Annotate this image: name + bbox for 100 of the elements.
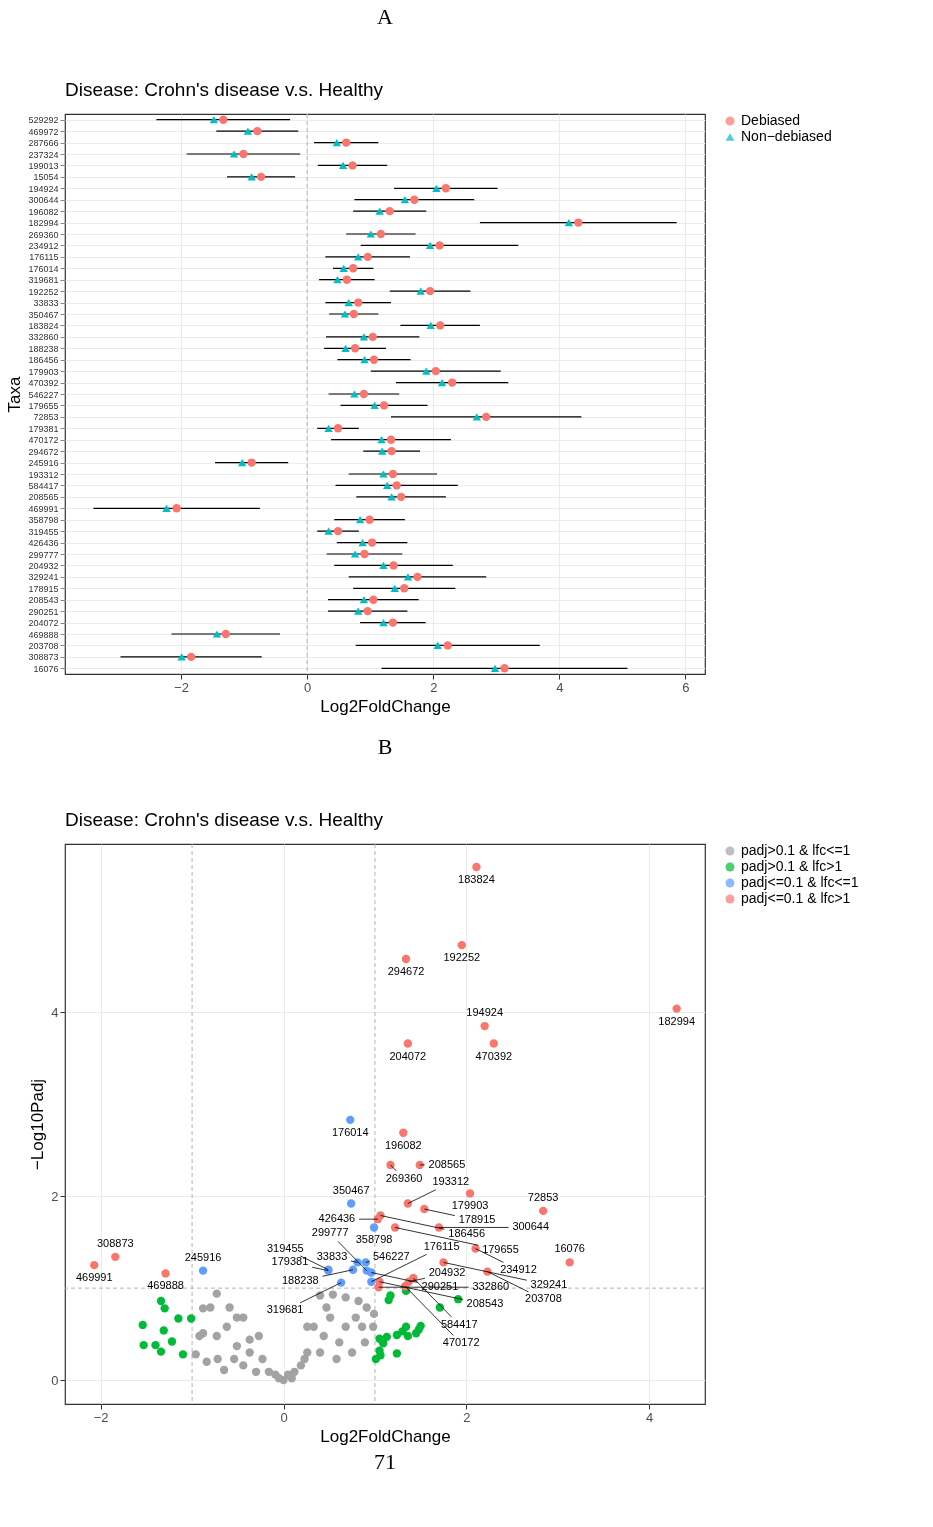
annotation: 188238: [281, 1274, 319, 1287]
point: [247, 458, 256, 467]
annotation: 300644: [512, 1220, 550, 1233]
y-tick-label: 4: [51, 1004, 59, 1020]
point: [349, 309, 358, 319]
point: [341, 344, 350, 352]
y-tick-label: 300644: [28, 195, 59, 206]
x-tick-label: −2: [93, 1409, 109, 1425]
point: [202, 1357, 211, 1366]
point: [379, 618, 388, 627]
point: [425, 286, 435, 296]
y-tick-label: 199013: [28, 160, 59, 171]
point: [403, 1199, 413, 1208]
point: [363, 606, 372, 616]
point: [538, 1206, 548, 1216]
point: [369, 355, 379, 364]
legend-label: padj>0.1 & lfc>1: [741, 858, 843, 874]
point: [392, 1349, 402, 1358]
point: [161, 1269, 170, 1278]
point: [369, 595, 378, 604]
y-tick-label: 72853: [33, 412, 59, 423]
point: [251, 1367, 261, 1376]
point: [177, 653, 186, 661]
point: [333, 526, 343, 536]
point: [363, 252, 372, 262]
point: [348, 264, 358, 273]
point: [370, 401, 379, 410]
y-tick-label: 269360: [28, 229, 59, 240]
y-tick-label: 469888: [28, 629, 59, 640]
point: [350, 344, 360, 353]
point: [186, 652, 196, 662]
chart-title: B: [377, 734, 393, 759]
x-tick-label: 6: [682, 679, 690, 695]
y-tick-label: 2: [51, 1188, 59, 1204]
point: [672, 1004, 681, 1013]
point: [186, 1314, 196, 1323]
point: [90, 1260, 99, 1270]
point: [465, 1189, 475, 1198]
x-tick-label: 0: [280, 1409, 288, 1425]
annotation: 350467: [332, 1183, 370, 1196]
point: [303, 1322, 312, 1331]
point: [435, 241, 444, 250]
point: [229, 150, 239, 158]
annotation: 204932: [428, 1266, 466, 1279]
y-tick-label: 193312: [28, 469, 59, 480]
point: [174, 1314, 183, 1323]
y-tick-label: 16076: [33, 663, 59, 674]
annotation: 269360: [385, 1171, 423, 1184]
point: [341, 1322, 350, 1331]
point: [258, 1354, 267, 1364]
legend-label: padj<=0.1 & lfc<=1: [741, 874, 859, 890]
point: [500, 664, 509, 673]
point: [212, 630, 222, 638]
y-tick-label: 196082: [28, 206, 59, 217]
point: [400, 584, 409, 593]
point: [191, 1350, 200, 1359]
point: [319, 1331, 328, 1341]
y-tick-label: 319681: [28, 275, 59, 286]
point: [333, 424, 343, 433]
point: [139, 1340, 148, 1350]
y-tick-label: 470172: [28, 435, 59, 446]
point: [392, 481, 401, 490]
y-tick-label: 204932: [28, 560, 59, 571]
point: [340, 310, 350, 318]
point: [156, 1347, 166, 1356]
annotation: 72853: [527, 1190, 559, 1203]
point: [361, 1258, 370, 1267]
point: [225, 1303, 234, 1312]
y-tick-label: 15054: [33, 172, 59, 183]
point: [390, 584, 399, 592]
y-tick-label: 182994: [28, 218, 59, 229]
point: [396, 492, 406, 502]
point: [400, 196, 410, 204]
y-tick-label: 194924: [28, 183, 59, 194]
point: [324, 424, 333, 432]
point: [447, 378, 457, 387]
y-tick-label: 178915: [28, 583, 59, 594]
x-tick-label: 4: [646, 1409, 654, 1425]
y-tick-label: 290251: [28, 606, 59, 617]
point: [422, 367, 431, 375]
annotation: 584417: [440, 1317, 478, 1330]
y-axis-title: −Log10Padj: [28, 1078, 48, 1171]
point: [156, 1296, 166, 1306]
annotation: 194924: [466, 1006, 504, 1019]
point: [399, 1128, 408, 1137]
point: [213, 1354, 222, 1364]
annotation: 176115: [423, 1239, 460, 1252]
y-tick-label: 176014: [28, 263, 59, 274]
point: [344, 298, 353, 307]
point: [379, 401, 389, 410]
chart-title: A: [377, 4, 394, 29]
point: [333, 276, 342, 284]
point: [243, 127, 253, 135]
y-tick-label: 203708: [28, 640, 59, 651]
point: [138, 1320, 147, 1330]
point: [403, 1331, 413, 1341]
y-tick-label: 546227: [28, 389, 59, 400]
annotation: 294672: [387, 964, 425, 977]
point: [413, 572, 422, 582]
annotation: 319455: [266, 1241, 304, 1254]
